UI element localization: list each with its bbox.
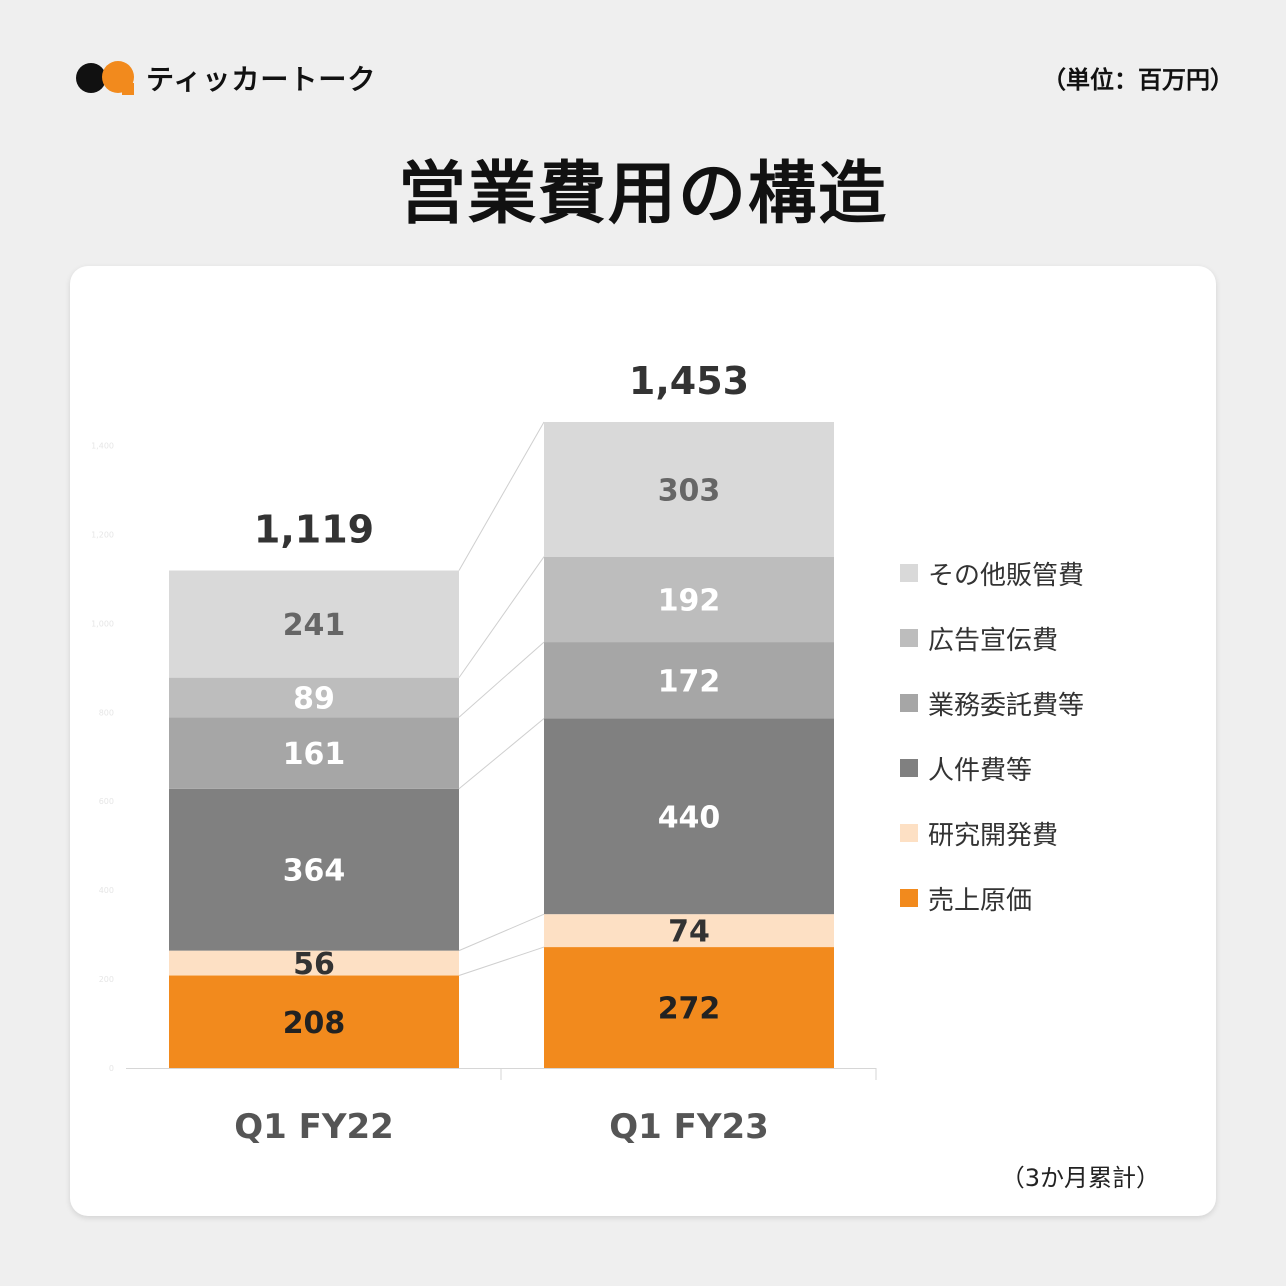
stacked-bar-chart: 0 200 400 600 800 1,000 1,200 1,400 208 56 364 161 8… — [91, 359, 877, 1147]
connector-line — [458, 556, 545, 678]
total-label: 1,453 — [629, 359, 749, 403]
data-label: 272 — [658, 992, 721, 1027]
period-note: （3か月累計） — [1000, 1164, 1160, 1192]
legend-item: 業務委託費等 — [900, 686, 1085, 721]
bar-segment — [169, 570, 459, 678]
y-tick-label: 400 — [99, 886, 114, 895]
bar-segment — [169, 717, 459, 789]
logo-text: ティッカートーク — [146, 63, 377, 96]
category-label: Q1 FY22 — [234, 1107, 394, 1147]
connector-line — [458, 641, 545, 718]
y-tick-label: 1,200 — [91, 530, 114, 539]
bar-segment — [544, 422, 834, 557]
connector-line — [458, 913, 545, 952]
data-label: 241 — [283, 608, 346, 643]
page-title: 営業費用の構造 — [397, 155, 888, 234]
bar-segment — [544, 556, 834, 643]
legend-swatch — [900, 824, 918, 842]
data-label: 364 — [283, 854, 346, 889]
bar-segment — [544, 947, 834, 1068]
legend-label: 人件費等 — [928, 755, 1033, 786]
legend-swatch — [900, 564, 918, 582]
bar-segment — [544, 914, 834, 948]
legend-label: 広告宣伝費 — [928, 625, 1059, 656]
legend-label: 業務委託費等 — [928, 690, 1085, 721]
bar-segment — [169, 677, 459, 718]
legend-item: 研究開発費 — [900, 816, 1059, 851]
data-label: 161 — [283, 737, 346, 772]
data-label: 74 — [668, 915, 710, 950]
chart-card: 0 200 400 600 800 1,000 1,200 1,400 208 56 364 161 8… — [70, 266, 1216, 1216]
legend-label: その他販管費 — [928, 560, 1085, 591]
data-label: 440 — [658, 800, 721, 835]
category-label: Q1 FY23 — [609, 1107, 769, 1147]
brand-logo[interactable]: ティッカートーク — [76, 58, 376, 98]
bar-segment — [169, 950, 459, 976]
legend-swatch — [900, 889, 918, 907]
bar-segment — [544, 718, 834, 915]
y-tick-label: 800 — [99, 708, 114, 717]
legend-item: 広告宣伝費 — [900, 621, 1059, 656]
y-tick-label: 600 — [99, 797, 114, 806]
legend-swatch — [900, 629, 918, 647]
bar-segment — [169, 975, 459, 1068]
legend-item: その他販管費 — [900, 556, 1085, 591]
bar-segment — [169, 788, 459, 951]
data-label: 208 — [283, 1006, 346, 1041]
data-label: 192 — [658, 583, 721, 618]
header: ティッカートーク （単位：百万円） — [0, 0, 1286, 130]
y-tick-label: 200 — [99, 975, 114, 984]
legend-label: 売上原価 — [928, 885, 1033, 916]
unit-label: （単位：百万円） — [1042, 66, 1234, 94]
data-label: 89 — [293, 681, 335, 716]
connector-line — [458, 718, 545, 790]
logo-mark-icon — [76, 59, 138, 97]
y-tick-label: 1,400 — [91, 442, 114, 451]
data-label: 303 — [658, 473, 721, 508]
connector-line — [458, 421, 545, 571]
data-label: 56 — [293, 947, 335, 982]
legend-item: 売上原価 — [900, 881, 1033, 916]
data-label: 172 — [658, 664, 721, 699]
total-label: 1,119 — [254, 507, 374, 551]
legend-swatch — [900, 694, 918, 712]
legend-item: 人件費等 — [900, 751, 1033, 786]
legend-label: 研究開発費 — [928, 820, 1059, 851]
y-tick-label: 1,000 — [91, 619, 114, 628]
legend-swatch — [900, 759, 918, 777]
y-tick-label: 0 — [109, 1064, 114, 1073]
bar-segment — [544, 642, 834, 719]
connector-line — [458, 946, 545, 976]
